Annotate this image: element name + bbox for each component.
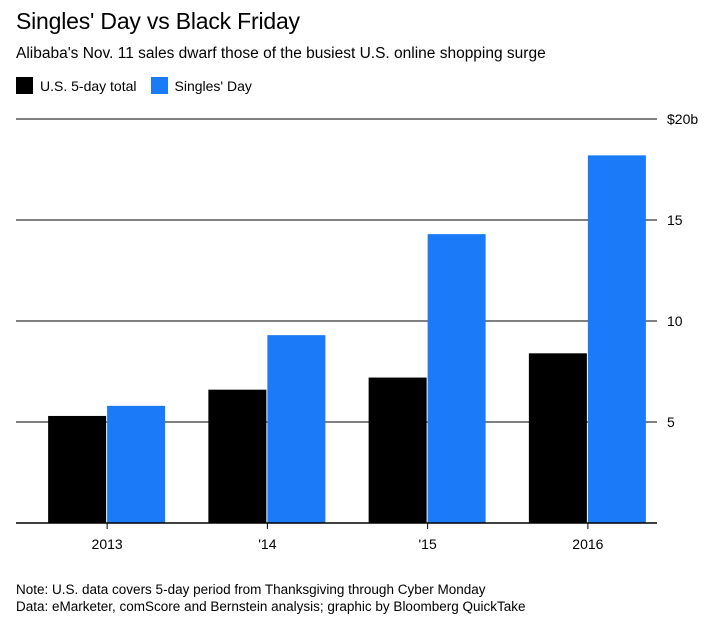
x-tick-label: '15 <box>419 536 437 552</box>
y-tick-label: 5 <box>667 414 675 430</box>
chart-subtitle: Alibaba's Nov. 11 sales dwarf those of t… <box>16 45 546 62</box>
bar-us <box>528 353 587 523</box>
legend-item-us: U.S. 5-day total <box>16 77 137 94</box>
bar-singles-day <box>427 234 486 523</box>
x-tick-label: 2013 <box>92 536 123 552</box>
chart-footnotes: Note: U.S. data covers 5-day period from… <box>16 581 526 615</box>
bar-singles-day <box>267 335 326 523</box>
legend-label-singles: Singles' Day <box>174 77 252 94</box>
bar-us <box>48 415 107 523</box>
legend-label-us: U.S. 5-day total <box>40 77 137 94</box>
chart-legend: U.S. 5-day total Singles' Day <box>16 77 266 94</box>
y-tick-label: 15 <box>667 212 683 228</box>
legend-swatch-singles <box>150 77 168 94</box>
x-tick-label: '14 <box>258 536 276 552</box>
y-tick-label: $20b <box>667 111 698 127</box>
bar-us <box>368 377 427 523</box>
footnote-source: Data: eMarketer, comScore and Bernstein … <box>16 599 526 614</box>
y-tick-label: 10 <box>667 313 683 329</box>
bar-us <box>208 389 267 523</box>
legend-item-singles: Singles' Day <box>150 77 252 94</box>
bar-chart: 5 10 15 $20b 2013 '14 '15 2016 <box>16 111 698 552</box>
legend-swatch-us <box>16 77 33 94</box>
x-tick-label: 2016 <box>572 536 603 552</box>
bar-singles-day <box>107 405 166 523</box>
bar-singles-day <box>587 155 646 524</box>
chart-title: Singles' Day vs Black Friday <box>16 8 300 34</box>
footnote-note: Note: U.S. data covers 5-day period from… <box>16 582 486 597</box>
